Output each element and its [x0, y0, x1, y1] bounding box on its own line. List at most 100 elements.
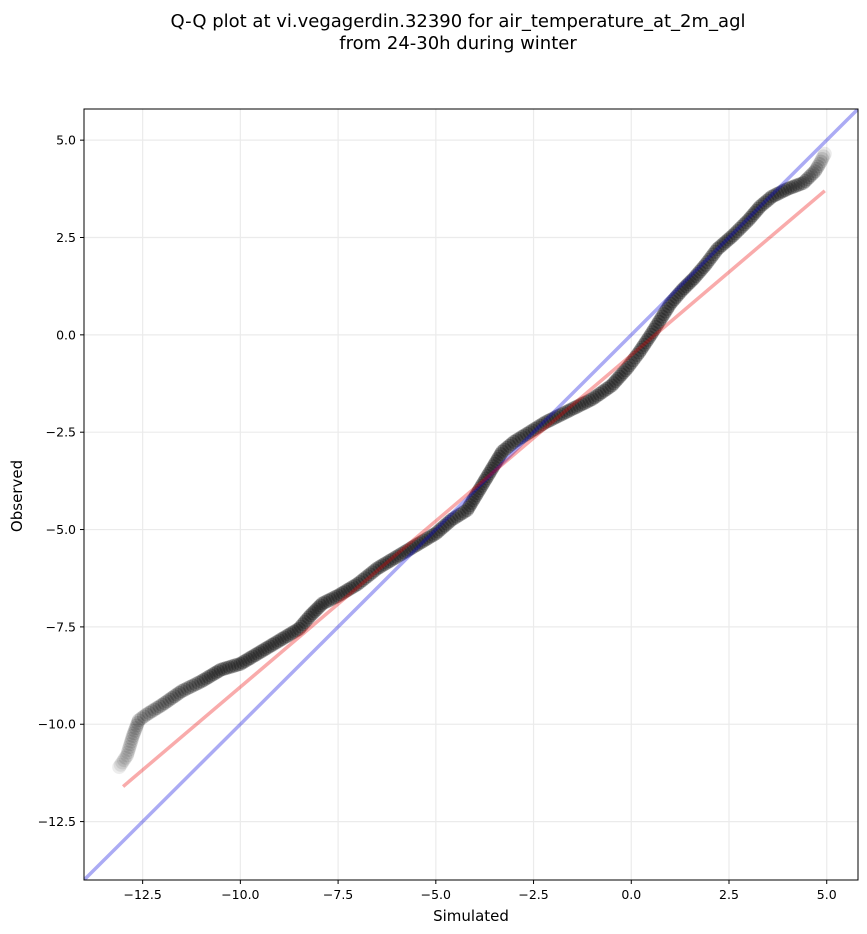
data-point [520, 426, 535, 441]
data-point [463, 498, 478, 513]
data-point [482, 466, 497, 481]
data-point [320, 593, 335, 608]
data-point [775, 184, 790, 199]
data-point [755, 197, 770, 212]
data-point [331, 588, 346, 603]
data-point [791, 177, 806, 192]
data-point [426, 527, 441, 542]
data-point [113, 757, 128, 772]
data-point [640, 332, 655, 347]
data-point [222, 660, 237, 675]
data-point [667, 292, 682, 307]
data-point [307, 604, 322, 619]
data-point [213, 662, 228, 677]
data-point [815, 151, 830, 166]
data-point [377, 557, 392, 572]
data-point [392, 548, 407, 563]
data-point [538, 415, 553, 430]
data-point [804, 168, 819, 183]
data-point [812, 157, 827, 171]
data-point [716, 236, 731, 251]
data-point [449, 509, 464, 524]
data-point [157, 696, 172, 711]
y-axis-label: Observed [8, 460, 26, 532]
data-point [267, 636, 282, 651]
data-point [507, 434, 521, 449]
data-point [112, 760, 127, 775]
data-point [553, 407, 568, 422]
data-point [665, 294, 680, 309]
chart-title-line-1: Q-Q plot at vi.vegagerdin.32390 for air_… [171, 11, 746, 32]
data-point [115, 755, 130, 770]
data-point [362, 567, 377, 582]
data-point [796, 175, 811, 190]
data-point [817, 146, 832, 161]
data-point [626, 353, 641, 368]
data-point [384, 552, 399, 567]
y-tick-label: 2.5 [56, 230, 76, 245]
data-point [546, 411, 561, 426]
data-point [297, 615, 312, 630]
y-tick-label: −2.5 [46, 425, 76, 440]
data-point [592, 386, 607, 401]
data-point [704, 249, 719, 264]
data-point [191, 675, 206, 690]
data-point [497, 442, 512, 457]
data-point [274, 632, 289, 647]
data-point [642, 330, 657, 345]
data-point [147, 702, 162, 717]
data-point [614, 367, 629, 382]
x-tick-label: 2.5 [719, 887, 739, 902]
data-point [252, 645, 267, 660]
data-point [139, 707, 154, 722]
data-points [112, 146, 832, 775]
data-point [679, 279, 693, 294]
data-point [180, 681, 195, 696]
data-point [128, 721, 143, 736]
data-point [684, 273, 699, 288]
data-point [745, 208, 760, 223]
data-point [643, 327, 658, 342]
y-tick-label: −7.5 [46, 619, 76, 634]
data-point [208, 665, 223, 680]
data-point [414, 535, 429, 550]
data-point [465, 493, 480, 508]
data-point [810, 159, 825, 174]
data-point [375, 558, 390, 573]
data-point [656, 307, 671, 322]
data-point [751, 201, 766, 216]
data-point [658, 304, 673, 319]
data-point [788, 178, 803, 193]
data-point [566, 401, 581, 416]
data-point [265, 637, 280, 652]
data-point [648, 320, 663, 335]
data-point [201, 670, 216, 685]
data-point [272, 633, 287, 648]
data-point [169, 687, 184, 702]
data-point [474, 478, 489, 493]
x-tick-label: −7.5 [323, 887, 353, 902]
data-point [162, 692, 177, 707]
data-point [360, 569, 375, 584]
data-point [808, 164, 822, 179]
data-point [401, 542, 416, 557]
y-tick-label: −12.5 [38, 814, 76, 829]
data-point [318, 595, 333, 610]
data-point [333, 587, 348, 602]
data-point [136, 709, 151, 724]
data-point [743, 210, 758, 225]
data-point [174, 684, 189, 699]
data-point [123, 737, 138, 752]
y-tick-label: 0.0 [56, 327, 76, 342]
data-point [548, 410, 563, 425]
data-point [663, 296, 678, 311]
data-point [502, 438, 517, 453]
data-point [680, 277, 695, 292]
data-point [483, 464, 498, 479]
data-point [533, 418, 548, 433]
data-point [394, 546, 409, 561]
data-point [696, 260, 711, 275]
data-point [255, 643, 270, 658]
data-point [655, 309, 670, 324]
